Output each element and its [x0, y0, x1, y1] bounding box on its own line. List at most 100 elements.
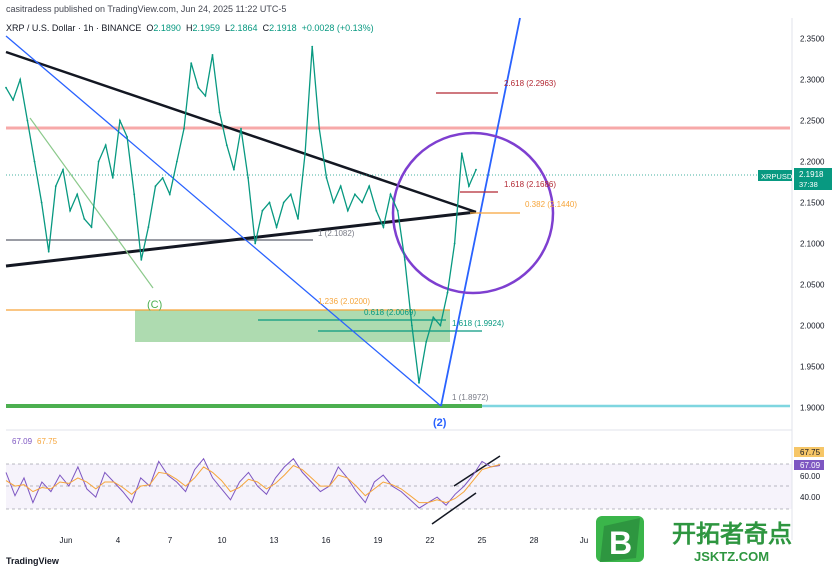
- time-axis[interactable]: Jun 4 7 10 13 16 19 22 25 28 Ju: [60, 536, 589, 545]
- time-tick-label: Ju: [580, 536, 588, 545]
- price-point: [233, 168, 235, 171]
- price-point: [411, 324, 413, 327]
- price-tick-label: 2.1000: [800, 240, 825, 249]
- low-value: 2.1864: [230, 23, 258, 33]
- rsi-legend-ma: 67.75: [37, 437, 58, 446]
- price-point: [40, 201, 43, 204]
- price-tick-label: 1.9000: [800, 404, 825, 413]
- time-tick-label: 13: [270, 536, 279, 545]
- price-point: [204, 95, 207, 97]
- price-point: [225, 144, 228, 147]
- price-point: [403, 259, 406, 261]
- rsi-tick-badge: [794, 447, 824, 457]
- price-point: [432, 316, 435, 319]
- price-point: [168, 193, 171, 196]
- fib-1618-label: 1.618 (2.1686): [504, 180, 556, 189]
- price-point: [240, 127, 242, 130]
- rsi-band: [6, 464, 792, 509]
- price-axis[interactable]: 2.3500 2.3000 2.2500 2.2000 2.1500 2.1000 2.05…: [800, 35, 825, 413]
- price-point: [90, 226, 93, 229]
- price-badge-symbol-bg: [758, 170, 792, 181]
- price-tick-label: 2.0500: [800, 281, 825, 290]
- price-point: [361, 201, 363, 204]
- price-point: [5, 86, 7, 89]
- price-point: [339, 185, 342, 188]
- time-tick-label: 25: [478, 536, 487, 545]
- price-point: [282, 201, 285, 204]
- rsi-ma-line: [5, 464, 501, 504]
- demand-zone[interactable]: [135, 310, 450, 342]
- fib-1-lower-label: 1 (1.8972): [452, 393, 489, 402]
- price-point: [439, 324, 442, 327]
- publish-line: casitradess published on TradingView.com…: [6, 4, 287, 14]
- fib-1-upper-label: 1 (2.1082): [318, 229, 355, 238]
- rsi-trend-line[interactable]: [453, 455, 501, 487]
- price-series: [5, 45, 477, 384]
- price-point: [375, 209, 378, 212]
- time-tick-label: 22: [426, 536, 435, 545]
- open-label: O: [146, 23, 154, 33]
- watermark-badge-shape: [600, 518, 640, 562]
- price-point: [297, 218, 299, 220]
- price-point: [111, 177, 114, 179]
- price-point: [311, 45, 314, 48]
- target-circle[interactable]: [391, 131, 555, 295]
- price-tick-label: 2.2500: [800, 117, 825, 126]
- price-point: [254, 242, 257, 245]
- rsi-series: [5, 457, 501, 509]
- price-tick-label: 2.3000: [800, 76, 825, 85]
- fib-1618-lower-label: 1.618 (1.9924): [452, 319, 504, 328]
- tradingview-logo[interactable]: TradingView: [6, 556, 59, 566]
- price-point: [176, 160, 178, 163]
- price-point: [119, 119, 121, 122]
- time-tick-label: 7: [168, 536, 173, 545]
- price-point: [453, 242, 456, 245]
- price-point: [268, 201, 271, 204]
- wave-c-line[interactable]: [29, 117, 154, 289]
- triangle-lower-line[interactable]: [5, 210, 477, 268]
- open-value: 2.1890: [153, 23, 181, 33]
- price-point: [468, 185, 470, 188]
- price-tick-label: 2.1500: [800, 199, 825, 208]
- price-point: [54, 185, 57, 188]
- price-point: [26, 119, 29, 122]
- price-point: [62, 168, 64, 171]
- rsi-legend-value: 67.09: [12, 437, 33, 446]
- price-point: [289, 193, 292, 196]
- price-tick-label: 1.9500: [800, 363, 825, 372]
- price-point: [418, 382, 420, 384]
- fib-1236-label: 1.236 (2.0200): [318, 297, 370, 306]
- time-tick-label: 28: [530, 536, 539, 545]
- rsi-axis[interactable]: 67.75 67.09 60.00 40.00: [794, 447, 824, 502]
- price-point: [33, 160, 36, 163]
- price-point: [83, 218, 86, 220]
- price-point: [133, 193, 136, 196]
- time-tick-label: 10: [218, 536, 227, 545]
- watermark-name: 开拓者奇点: [672, 520, 792, 548]
- rsi-tick-label: 67.09: [800, 461, 821, 470]
- price-point: [69, 209, 71, 212]
- change-value: +0.0028 (+0.13%): [301, 23, 374, 33]
- symbol-line: XRP / U.S. Dollar · 1h · BINANCE O2.1890…: [6, 23, 374, 33]
- price-badge-bg: [794, 168, 832, 190]
- price-point: [97, 160, 100, 163]
- price-tick-label: 2.0000: [800, 322, 825, 331]
- time-tick-label: 16: [322, 536, 331, 545]
- symbol-name[interactable]: XRP / U.S. Dollar · 1h · BINANCE: [6, 23, 142, 33]
- rsi-support-line[interactable]: [431, 492, 477, 525]
- watermark: B 开拓者奇点 JSKTZ.COM: [596, 516, 792, 564]
- price-point: [346, 209, 349, 212]
- price-point: [382, 226, 385, 229]
- price-point: [318, 127, 321, 130]
- close-label: C: [262, 23, 270, 33]
- price-badge-symbol: XRPUSD: [761, 172, 793, 181]
- ascending-trendline[interactable]: [440, 17, 521, 407]
- price-point: [218, 111, 221, 114]
- drawings-layer: [5, 17, 793, 540]
- price-badge-price: 2.1918: [799, 170, 824, 179]
- close-value: 2.1918: [269, 23, 297, 33]
- high-value: 2.1959: [192, 23, 220, 33]
- descending-trendline[interactable]: [5, 35, 442, 407]
- price-point: [425, 341, 428, 343]
